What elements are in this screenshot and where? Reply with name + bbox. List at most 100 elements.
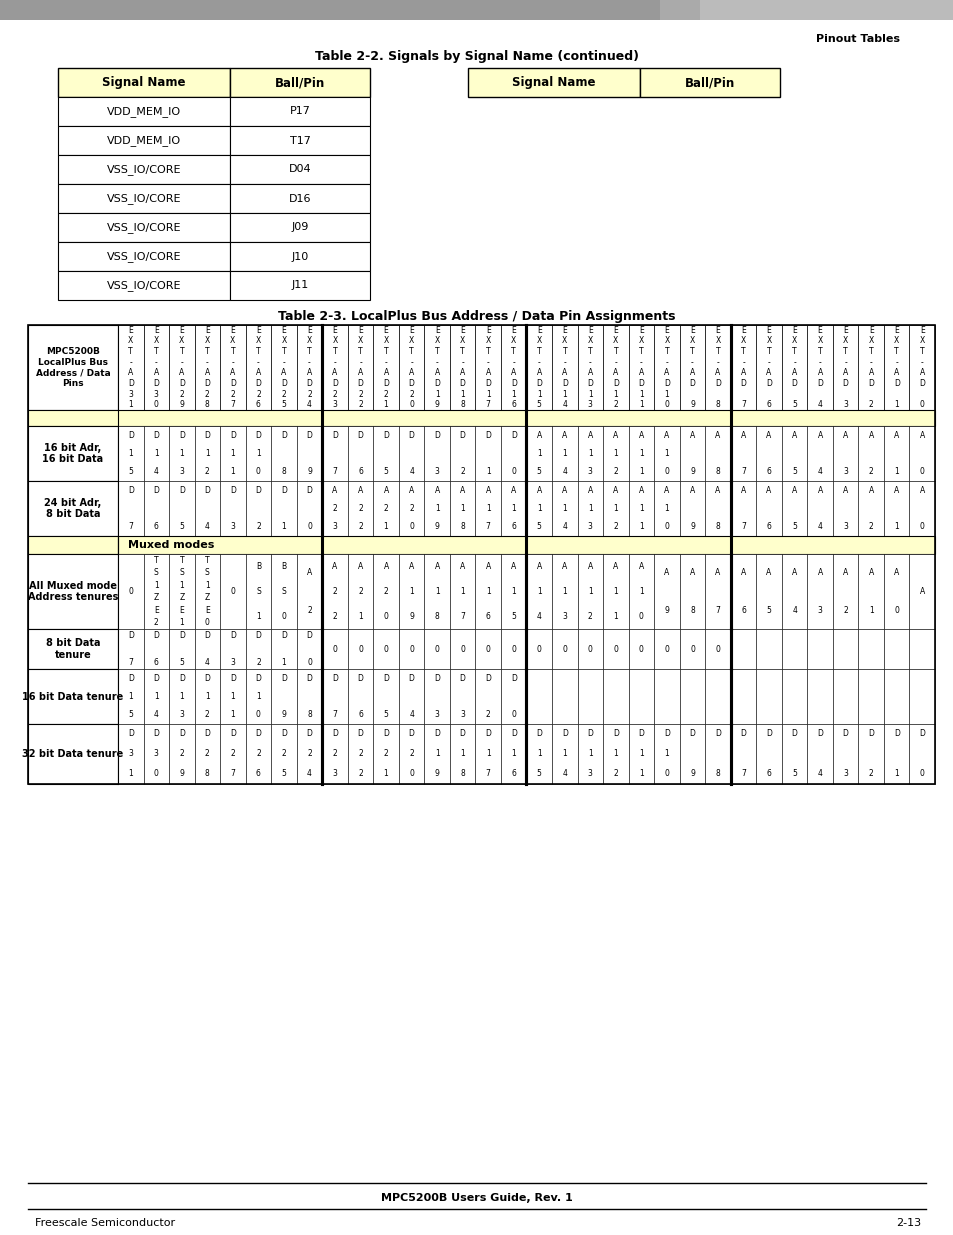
Bar <box>169 325 194 410</box>
Text: 2: 2 <box>409 750 414 758</box>
Text: 1: 1 <box>179 450 184 458</box>
Text: D: D <box>204 431 210 440</box>
Text: -: - <box>690 358 693 367</box>
Bar <box>781 724 806 784</box>
Text: D: D <box>383 431 389 440</box>
Text: 2: 2 <box>409 504 414 513</box>
Text: 2: 2 <box>383 587 388 597</box>
Text: 1: 1 <box>485 750 490 758</box>
Text: A: A <box>639 485 643 495</box>
Text: 2: 2 <box>307 389 312 399</box>
Text: D: D <box>153 673 159 683</box>
Text: A: A <box>511 562 516 571</box>
Text: -: - <box>308 358 311 367</box>
Text: A: A <box>663 431 669 440</box>
Text: D: D <box>817 379 822 388</box>
Bar <box>58 68 230 98</box>
Bar <box>220 426 246 480</box>
Bar <box>602 724 628 784</box>
Text: D: D <box>919 730 924 739</box>
Text: 9: 9 <box>179 769 184 778</box>
Text: 1: 1 <box>562 587 567 597</box>
Bar <box>781 325 806 410</box>
Text: X: X <box>255 336 261 346</box>
Text: D: D <box>204 631 210 640</box>
Text: D: D <box>408 431 415 440</box>
Bar <box>194 555 220 629</box>
Text: 4: 4 <box>561 400 567 409</box>
Text: 4: 4 <box>817 467 821 477</box>
Text: 1: 1 <box>537 389 541 399</box>
Text: T: T <box>205 556 210 564</box>
Text: 0: 0 <box>307 658 312 667</box>
Bar <box>908 724 934 784</box>
Text: T: T <box>179 347 184 356</box>
Text: 1: 1 <box>587 587 592 597</box>
Text: 2: 2 <box>307 750 312 758</box>
Bar <box>526 426 552 480</box>
Text: 1: 1 <box>205 450 210 458</box>
Text: T: T <box>664 347 669 356</box>
Text: A: A <box>765 568 771 577</box>
Text: A: A <box>715 568 720 577</box>
Text: 4: 4 <box>307 769 312 778</box>
Text: D: D <box>867 379 873 388</box>
Text: E: E <box>255 326 260 335</box>
Text: 9: 9 <box>179 400 184 409</box>
Text: E: E <box>179 326 184 335</box>
Bar <box>348 555 373 629</box>
Bar <box>246 629 271 669</box>
Bar <box>806 325 832 410</box>
Text: 2: 2 <box>383 504 388 513</box>
Text: E: E <box>383 326 388 335</box>
Text: A: A <box>689 568 695 577</box>
Text: T: T <box>129 347 132 356</box>
Bar <box>143 669 169 724</box>
Text: X: X <box>179 336 184 346</box>
Text: 3: 3 <box>435 710 439 719</box>
Text: -: - <box>232 358 234 367</box>
Bar <box>373 669 398 724</box>
Bar <box>832 669 858 724</box>
Bar <box>424 426 450 480</box>
Text: X: X <box>613 336 618 346</box>
Text: 1: 1 <box>639 769 643 778</box>
Text: 9: 9 <box>307 467 312 477</box>
Text: MPC5200B Users Guide, Rev. 1: MPC5200B Users Guide, Rev. 1 <box>381 1193 572 1203</box>
Text: A: A <box>613 368 618 378</box>
Text: 0: 0 <box>664 467 669 477</box>
Bar <box>398 724 424 784</box>
Text: 1: 1 <box>255 613 260 621</box>
Text: D: D <box>459 431 465 440</box>
Text: 0: 0 <box>153 400 158 409</box>
Text: D: D <box>765 379 771 388</box>
Text: 8: 8 <box>281 467 286 477</box>
Text: S: S <box>205 568 210 577</box>
Text: 1: 1 <box>893 522 898 531</box>
Text: D: D <box>255 673 261 683</box>
Text: A: A <box>715 368 720 378</box>
Bar <box>577 480 602 536</box>
Text: E: E <box>715 326 720 335</box>
Text: 4: 4 <box>817 522 821 531</box>
Text: A: A <box>383 368 388 378</box>
Text: 0: 0 <box>281 613 286 621</box>
Bar <box>398 480 424 536</box>
Bar <box>654 724 679 784</box>
Text: X: X <box>715 336 720 346</box>
Text: A: A <box>919 368 923 378</box>
Text: A: A <box>715 485 720 495</box>
Text: 7: 7 <box>129 522 133 531</box>
Bar <box>246 724 271 784</box>
Text: A: A <box>740 431 745 440</box>
Bar <box>781 555 806 629</box>
Text: E: E <box>205 605 210 615</box>
Text: X: X <box>740 336 745 346</box>
Bar <box>577 426 602 480</box>
Text: D: D <box>128 379 133 388</box>
Text: E: E <box>153 605 158 615</box>
Text: D: D <box>281 485 287 495</box>
Text: 1: 1 <box>383 400 388 409</box>
Text: 8: 8 <box>715 467 720 477</box>
Text: 0: 0 <box>613 645 618 653</box>
